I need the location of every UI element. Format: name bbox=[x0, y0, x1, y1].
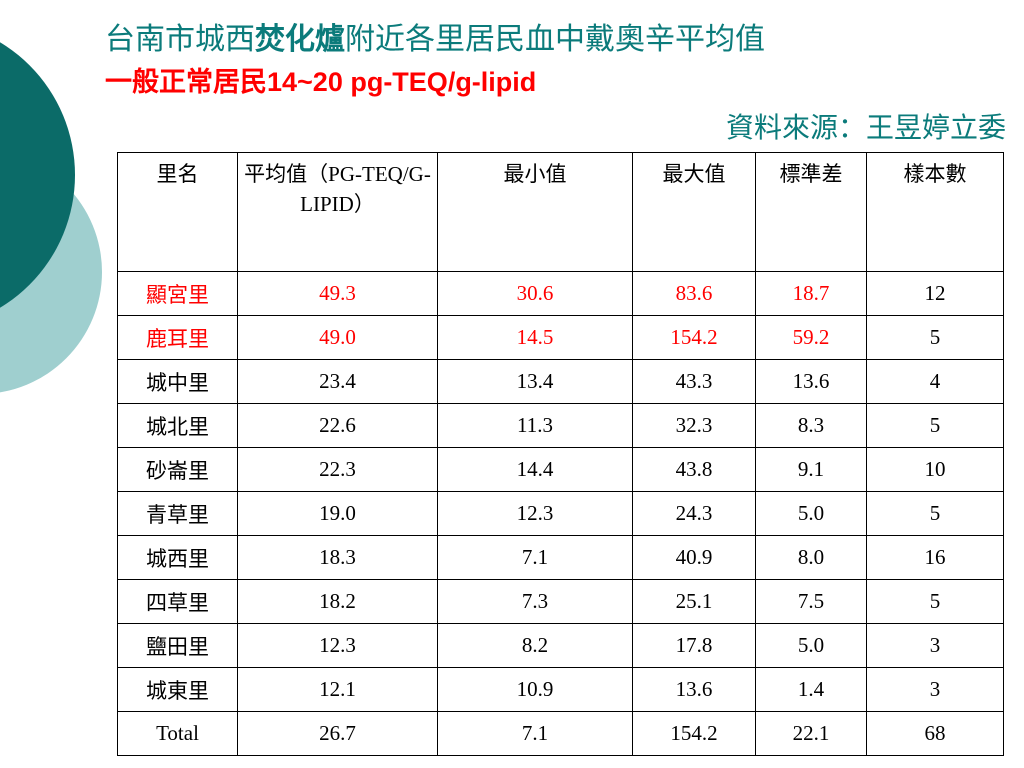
table-cell: 3 bbox=[866, 623, 1004, 668]
table-cell: 22.3 bbox=[237, 447, 438, 492]
table-cell: 18.3 bbox=[237, 535, 438, 580]
table-cell: 13.4 bbox=[437, 359, 633, 404]
table-cell: 26.7 bbox=[237, 711, 438, 756]
header-cell: 里名 bbox=[117, 152, 238, 272]
dark-circle bbox=[0, 42, 75, 308]
table-cell: 49.3 bbox=[237, 271, 438, 316]
table-cell: 8.0 bbox=[755, 535, 867, 580]
table-cell: 鹿耳里 bbox=[117, 315, 238, 360]
table-cell: 11.3 bbox=[437, 403, 633, 448]
decoration bbox=[0, 42, 102, 393]
table-cell: 12.3 bbox=[237, 623, 438, 668]
table-cell: 鹽田里 bbox=[117, 623, 238, 668]
table-cell: 24.3 bbox=[632, 491, 756, 536]
table-cell: 25.1 bbox=[632, 579, 756, 624]
data-table: 里名 平均值（PG-TEQ/G-LIPID） 最小值 最大值 標準差 樣本數 顯宮里 49.… bbox=[117, 152, 1004, 756]
table-cell: 城中里 bbox=[117, 359, 238, 404]
table-cell: 3 bbox=[866, 667, 1004, 712]
table-cell: 40.9 bbox=[632, 535, 756, 580]
table-cell: 5 bbox=[866, 491, 1004, 536]
table-cell: 154.2 bbox=[632, 315, 756, 360]
table-row: 青草里 19.0 12.3 24.3 5.0 5 bbox=[117, 491, 1004, 536]
subtitle: 一般正常居民14~20 pg-TEQ/g-lipid bbox=[105, 67, 537, 97]
header-cell: 最小值 bbox=[437, 152, 633, 272]
table-cell: 43.3 bbox=[632, 359, 756, 404]
table-cell: 5 bbox=[866, 403, 1004, 448]
table-cell: 22.6 bbox=[237, 403, 438, 448]
table-cell: 12.3 bbox=[437, 491, 633, 536]
table-cell: 13.6 bbox=[755, 359, 867, 404]
table-cell: 城西里 bbox=[117, 535, 238, 580]
table-cell: 16 bbox=[866, 535, 1004, 580]
table-row: 四草里 18.2 7.3 25.1 7.5 5 bbox=[117, 579, 1004, 624]
table-cell: 59.2 bbox=[755, 315, 867, 360]
table-cell: 18.7 bbox=[755, 271, 867, 316]
table-cell: 13.6 bbox=[632, 667, 756, 712]
title-part: 焚化爐 bbox=[255, 22, 345, 57]
table-cell: 顯宮里 bbox=[117, 271, 238, 316]
table-cell: 8.3 bbox=[755, 403, 867, 448]
table-cell: Total bbox=[117, 711, 238, 756]
table-row: 顯宮里 49.3 30.6 83.6 18.7 12 bbox=[117, 271, 1004, 316]
table-cell: 83.6 bbox=[632, 271, 756, 316]
table-cell: 17.8 bbox=[632, 623, 756, 668]
table-cell: 青草里 bbox=[117, 491, 238, 536]
table-cell: 7.1 bbox=[437, 535, 633, 580]
table-cell: 154.2 bbox=[632, 711, 756, 756]
header-cell: 標準差 bbox=[755, 152, 867, 272]
table-cell: 10 bbox=[866, 447, 1004, 492]
table-cell: 1.4 bbox=[755, 667, 867, 712]
table-cell: 32.3 bbox=[632, 403, 756, 448]
table-cell: 4 bbox=[866, 359, 1004, 404]
table-cell: 49.0 bbox=[237, 315, 438, 360]
table-row: 城北里 22.6 11.3 32.3 8.3 5 bbox=[117, 403, 1004, 448]
table-cell: 14.5 bbox=[437, 315, 633, 360]
table-row: 鹽田里 12.3 8.2 17.8 5.0 3 bbox=[117, 623, 1004, 668]
table-cell: 5 bbox=[866, 579, 1004, 624]
table-cell: 23.4 bbox=[237, 359, 438, 404]
title-part: 台南市城西 bbox=[105, 22, 255, 57]
table-row: 城西里 18.3 7.1 40.9 8.0 16 bbox=[117, 535, 1004, 580]
table-cell: 5.0 bbox=[755, 623, 867, 668]
header-cell: 平均值（PG-TEQ/G-LIPID） bbox=[237, 152, 438, 272]
header-cell: 樣本數 bbox=[866, 152, 1004, 272]
source: 資料來源：王昱婷立委 bbox=[725, 111, 1006, 144]
table-cell: 7.5 bbox=[755, 579, 867, 624]
table-cell: 10.9 bbox=[437, 667, 633, 712]
header-row: 里名 平均值（PG-TEQ/G-LIPID） 最小值 最大值 標準差 樣本數 bbox=[117, 152, 1004, 272]
table-cell: 7.1 bbox=[437, 711, 633, 756]
table-cell: 43.8 bbox=[632, 447, 756, 492]
table-cell: 四草里 bbox=[117, 579, 238, 624]
table-cell: 22.1 bbox=[755, 711, 867, 756]
title-part: 附近各里居民血中戴奧辛平均值 bbox=[345, 22, 765, 57]
title: 台南市城西焚化爐附近各里居民血中戴奧辛平均值 bbox=[105, 14, 765, 58]
table-cell: 12 bbox=[866, 271, 1004, 316]
table-cell: 9.1 bbox=[755, 447, 867, 492]
table-cell: 30.6 bbox=[437, 271, 633, 316]
header-cell: 最大值 bbox=[632, 152, 756, 272]
table-cell: 14.4 bbox=[437, 447, 633, 492]
table-row: 城東里 12.1 10.9 13.6 1.4 3 bbox=[117, 667, 1004, 712]
table-cell: 5 bbox=[866, 315, 1004, 360]
table-cell: 城東里 bbox=[117, 667, 238, 712]
table-cell: 城北里 bbox=[117, 403, 238, 448]
table-cell: 7.3 bbox=[437, 579, 633, 624]
table-row: 城中里 23.4 13.4 43.3 13.6 4 bbox=[117, 359, 1004, 404]
table-cell: 8.2 bbox=[437, 623, 633, 668]
table-row: 砂崙里 22.3 14.4 43.8 9.1 10 bbox=[117, 447, 1004, 492]
table-cell: 12.1 bbox=[237, 667, 438, 712]
table-cell: 68 bbox=[866, 711, 1004, 756]
table-cell: 砂崙里 bbox=[117, 447, 238, 492]
table-row: Total 26.7 7.1 154.2 22.1 68 bbox=[117, 711, 1004, 756]
table-cell: 5.0 bbox=[755, 491, 867, 536]
table-cell: 18.2 bbox=[237, 579, 438, 624]
table-row: 鹿耳里 49.0 14.5 154.2 59.2 5 bbox=[117, 315, 1004, 360]
table-cell: 19.0 bbox=[237, 491, 438, 536]
